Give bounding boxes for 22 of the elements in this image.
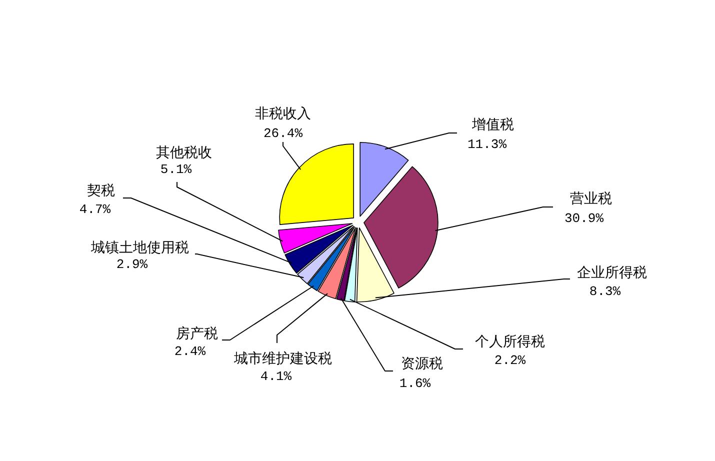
slice-label: 企业所得税: [577, 265, 647, 281]
data-label: 4.7%: [79, 202, 111, 217]
data-label: 2.4%: [174, 344, 206, 359]
data-label: 8.3%: [589, 284, 621, 299]
slice-label: 其他税收: [156, 145, 212, 161]
slice-label: 房产税: [176, 326, 218, 342]
slice-label: 契税: [87, 183, 115, 199]
data-label: 30.9%: [564, 211, 604, 226]
data-label: 1.6%: [399, 376, 431, 391]
slice-label: 城市维护建设税: [233, 351, 332, 367]
slice-label: 个人所得税: [475, 334, 545, 350]
slice-label: 非税收入: [255, 106, 311, 122]
slice-label: 营业税: [570, 191, 612, 207]
data-label: 4.1%: [260, 369, 292, 384]
slice-label: 城镇土地使用税: [90, 240, 189, 256]
data-label: 5.1%: [160, 162, 192, 177]
data-label: 11.3%: [467, 137, 507, 152]
slice-label: 资源税: [401, 356, 443, 372]
data-label: 26.4%: [263, 126, 303, 141]
data-label: 2.2%: [494, 353, 526, 368]
data-label: 2.9%: [116, 257, 148, 272]
slice-label: 增值税: [471, 117, 514, 133]
